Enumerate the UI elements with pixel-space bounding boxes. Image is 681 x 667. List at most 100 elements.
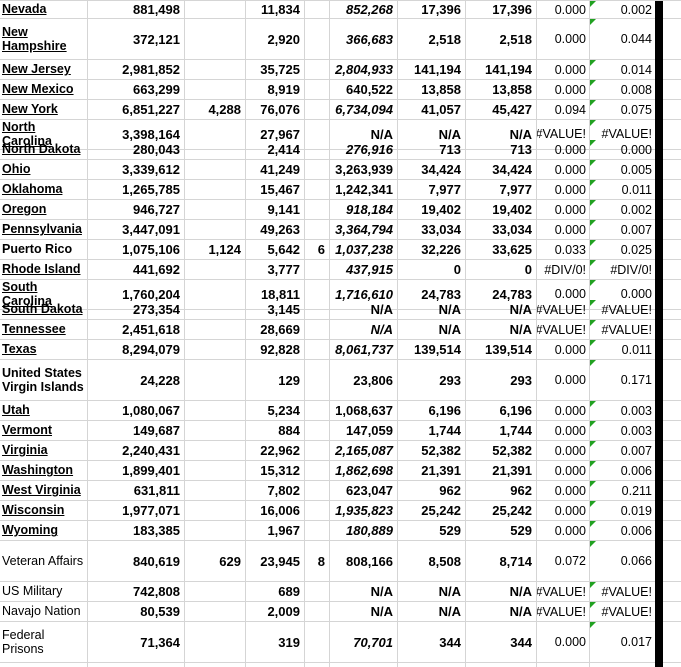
cell-col-f[interactable]: 437,915 xyxy=(330,260,398,280)
cell-col-j[interactable]: #DIV/0! xyxy=(590,260,655,280)
cell-col-d[interactable]: 2,920 xyxy=(246,19,305,60)
cell-total[interactable]: 1,760,204 xyxy=(88,280,185,310)
cell-col-g[interactable]: 6,196 xyxy=(398,401,466,421)
row-label[interactable]: North Carolina xyxy=(2,120,53,149)
cell-col-e[interactable] xyxy=(305,140,330,160)
cell-col-c[interactable] xyxy=(185,140,246,160)
empty-cell[interactable] xyxy=(663,240,681,260)
row-label-cell[interactable]: US Military xyxy=(0,582,88,602)
row-label[interactable]: New Mexico xyxy=(2,82,74,97)
cell-col-c[interactable] xyxy=(185,300,246,320)
cell-col-e[interactable] xyxy=(305,260,330,280)
cell-col-i[interactable] xyxy=(537,663,590,667)
cell-col-j[interactable]: #VALUE! xyxy=(590,300,655,320)
cell-col-d[interactable]: 16,006 xyxy=(246,501,305,521)
cell-col-c[interactable] xyxy=(185,1,246,19)
cell-col-g[interactable]: 19,402 xyxy=(398,200,466,220)
cell-col-d[interactable]: 5,642 xyxy=(246,240,305,260)
cell-col-j[interactable]: 0.011 xyxy=(590,180,655,200)
cell-col-d[interactable]: 129 xyxy=(246,360,305,401)
cell-col-g[interactable]: 1,744 xyxy=(398,421,466,441)
row-label-cell[interactable]: Texas xyxy=(0,340,88,360)
cell-col-g[interactable]: 344 xyxy=(398,622,466,663)
cell-col-c[interactable] xyxy=(185,360,246,401)
cell-col-j[interactable]: 0.003 xyxy=(590,401,655,421)
cell-col-g[interactable]: 293 xyxy=(398,360,466,401)
row-label[interactable]: South Dakota xyxy=(2,302,83,317)
cell-col-d[interactable]: 2,414 xyxy=(246,140,305,160)
empty-cell[interactable] xyxy=(663,340,681,360)
empty-cell[interactable] xyxy=(663,441,681,461)
cell-col-i[interactable]: #VALUE! xyxy=(537,300,590,320)
cell-col-h[interactable]: 141,194 xyxy=(466,60,537,80)
cell-col-e[interactable] xyxy=(305,180,330,200)
row-label-cell[interactable]: Nevada xyxy=(0,1,88,19)
cell-col-e[interactable] xyxy=(305,582,330,602)
cell-col-h[interactable]: 6,196 xyxy=(466,401,537,421)
cell-col-g[interactable] xyxy=(398,663,466,667)
cell-col-f[interactable]: 276,916 xyxy=(330,140,398,160)
cell-col-h[interactable]: 2,518 xyxy=(466,19,537,60)
cell-total[interactable]: 742,808 xyxy=(88,582,185,602)
cell-col-d[interactable]: 28,669 xyxy=(246,320,305,340)
cell-col-g[interactable]: 33,034 xyxy=(398,220,466,240)
cell-col-e[interactable] xyxy=(305,160,330,180)
cell-col-g[interactable]: 25,242 xyxy=(398,501,466,521)
cell-col-h[interactable]: 17,396 xyxy=(466,1,537,19)
cell-total[interactable]: 273,354 xyxy=(88,300,185,320)
empty-cell[interactable] xyxy=(663,481,681,501)
cell-total[interactable]: 2,451,618 xyxy=(88,320,185,340)
cell-col-i[interactable]: 0.072 xyxy=(537,541,590,582)
cell-col-j[interactable]: #VALUE! xyxy=(590,120,655,150)
cell-col-i[interactable]: 0.000 xyxy=(537,360,590,401)
cell-total[interactable]: 2,240,431 xyxy=(88,441,185,461)
cell-col-f[interactable]: 918,184 xyxy=(330,200,398,220)
row-label[interactable]: Puerto Rico xyxy=(2,242,73,257)
cell-col-f[interactable]: N/A xyxy=(330,300,398,320)
cell-col-c[interactable] xyxy=(185,401,246,421)
row-label-cell[interactable]: Oklahoma xyxy=(0,180,88,200)
cell-col-j[interactable]: #VALUE! xyxy=(590,602,655,622)
cell-total[interactable]: 663,299 xyxy=(88,80,185,100)
row-label[interactable]: New Hampshire xyxy=(2,24,67,53)
cell-col-i[interactable]: 0.000 xyxy=(537,140,590,160)
empty-cell[interactable] xyxy=(663,300,681,320)
cell-col-e[interactable] xyxy=(305,461,330,481)
cell-col-c[interactable] xyxy=(185,120,246,150)
row-label-cell[interactable]: Federal Prisons xyxy=(0,622,88,663)
row-label[interactable]: Virginia xyxy=(2,443,48,458)
row-label-cell[interactable]: Vermont xyxy=(0,421,88,441)
row-label[interactable]: South Carolina xyxy=(2,280,53,309)
cell-total[interactable]: 372,121 xyxy=(88,19,185,60)
cell-col-j[interactable]: 0.011 xyxy=(590,340,655,360)
cell-col-e[interactable] xyxy=(305,300,330,320)
cell-col-i[interactable]: 0.000 xyxy=(537,461,590,481)
cell-total[interactable]: 8,294,079 xyxy=(88,340,185,360)
cell-col-j[interactable]: 0.211 xyxy=(590,481,655,501)
cell-col-j[interactable]: 0.007 xyxy=(590,220,655,240)
cell-col-c[interactable] xyxy=(185,501,246,521)
cell-col-h[interactable]: 713 xyxy=(466,140,537,160)
cell-col-c[interactable] xyxy=(185,622,246,663)
cell-col-e[interactable] xyxy=(305,441,330,461)
cell-total[interactable] xyxy=(88,663,185,667)
cell-col-g[interactable]: 7,977 xyxy=(398,180,466,200)
cell-col-f[interactable]: 1,068,637 xyxy=(330,401,398,421)
row-label[interactable]: Wyoming xyxy=(2,523,59,538)
cell-col-d[interactable]: 3,777 xyxy=(246,260,305,280)
cell-col-i[interactable]: 0.000 xyxy=(537,60,590,80)
cell-col-c[interactable] xyxy=(185,160,246,180)
cell-col-j[interactable]: 0.075 xyxy=(590,100,655,120)
cell-col-h[interactable]: N/A xyxy=(466,320,537,340)
row-label-cell[interactable]: Virginia xyxy=(0,441,88,461)
cell-col-f[interactable]: 8,061,737 xyxy=(330,340,398,360)
cell-col-d[interactable]: 319 xyxy=(246,622,305,663)
cell-total[interactable]: 80,539 xyxy=(88,602,185,622)
cell-col-g[interactable]: 32,226 xyxy=(398,240,466,260)
cell-col-j[interactable]: 0.005 xyxy=(590,160,655,180)
cell-col-g[interactable]: N/A xyxy=(398,602,466,622)
cell-col-e[interactable] xyxy=(305,663,330,667)
cell-col-e[interactable] xyxy=(305,421,330,441)
cell-col-g[interactable]: 21,391 xyxy=(398,461,466,481)
empty-cell[interactable] xyxy=(663,602,681,622)
